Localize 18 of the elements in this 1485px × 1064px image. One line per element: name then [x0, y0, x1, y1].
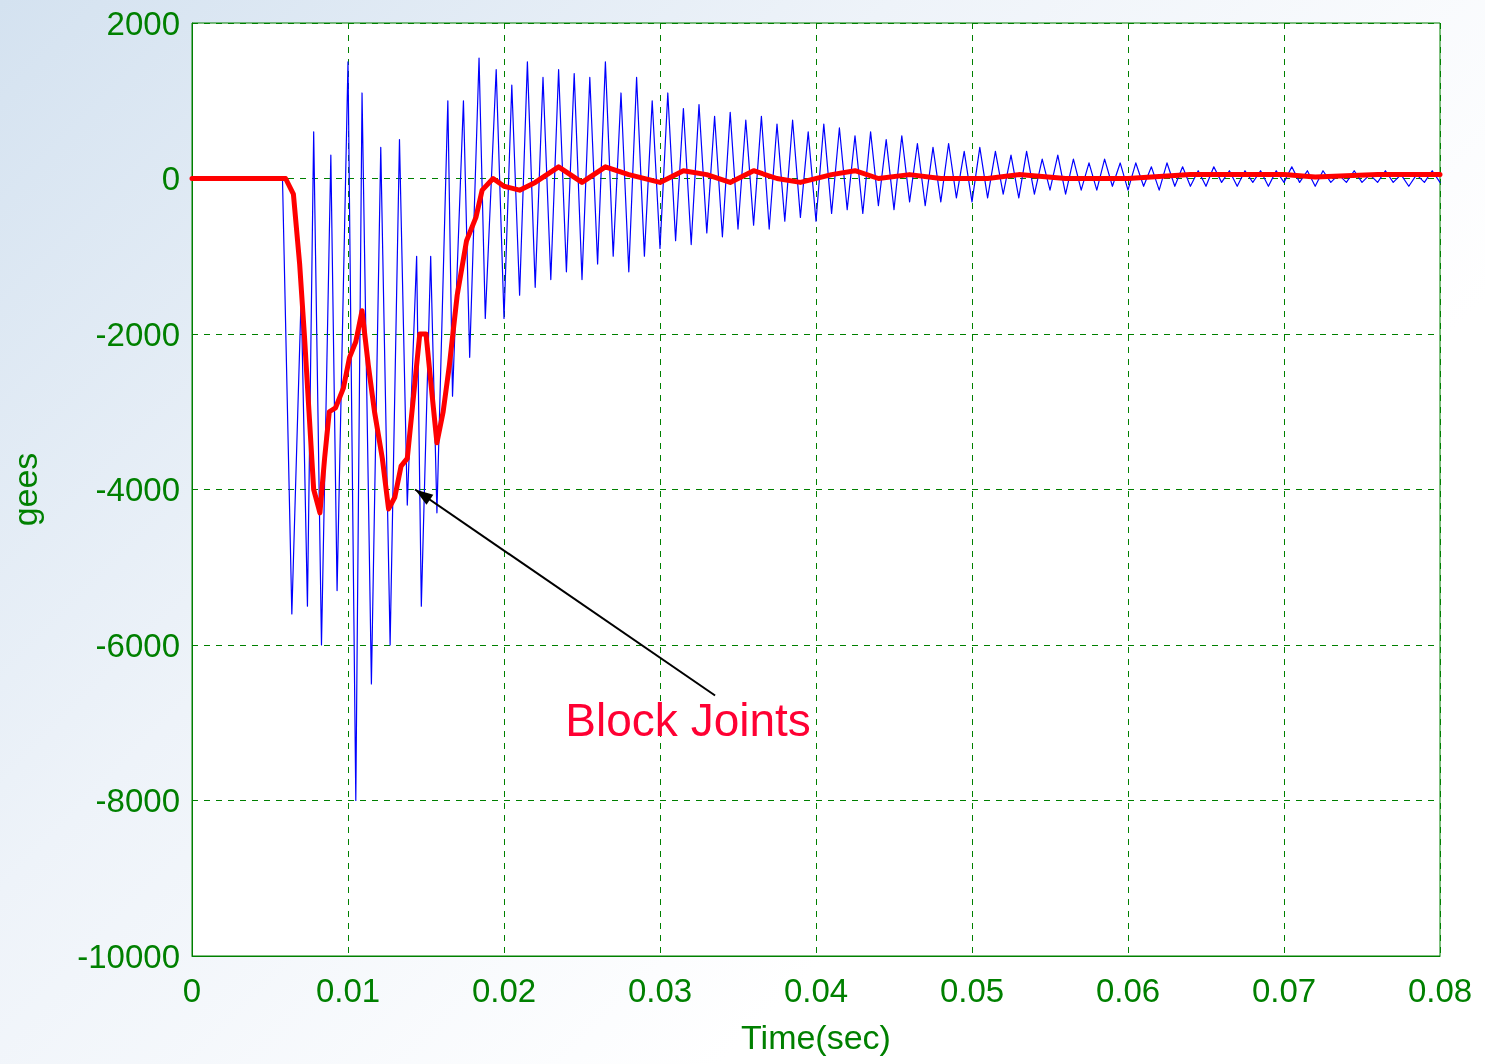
x-tick-label: 0.03: [627, 972, 693, 1009]
y-tick-label: -6000: [95, 626, 180, 664]
y-tick-label: -8000: [95, 782, 180, 819]
annotation: Block Joints: [565, 693, 811, 746]
y-axis-title: gees: [6, 452, 44, 527]
y-tick-label: -4000: [95, 471, 180, 508]
y-tick-label: -10000: [77, 937, 180, 975]
x-tick-label: 0.08: [1407, 972, 1473, 1009]
x-tick-label: 0.06: [1095, 972, 1161, 1009]
x-tick-label: 0.07: [1251, 972, 1317, 1009]
x-axis-title: Time(sec): [741, 1018, 891, 1056]
y-tick-label: -2000: [95, 315, 180, 353]
x-tick-label: 0.05: [939, 972, 1005, 1009]
y-tick-label: 0: [161, 160, 180, 197]
x-tick-label: 0.01: [315, 972, 381, 1009]
x-tick-label: 0.02: [471, 972, 537, 1009]
x-tick-label: 0.04: [783, 972, 849, 1009]
y-tick-label: 2000: [106, 4, 180, 42]
